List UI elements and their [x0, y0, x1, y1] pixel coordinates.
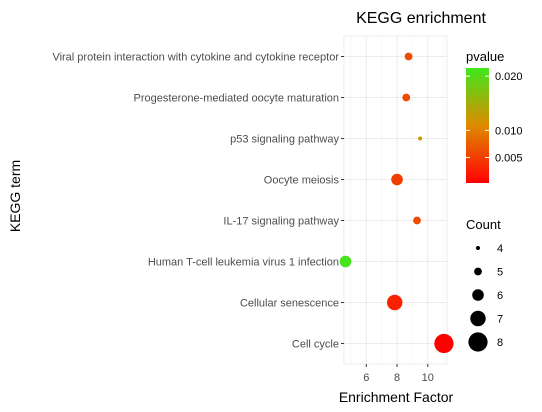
- size-legend-label: 5: [497, 267, 503, 279]
- data-point: [404, 52, 413, 61]
- size-legend-label: 6: [497, 290, 503, 302]
- chart-title: KEGG enrichment: [356, 10, 486, 27]
- plot-panel: [343, 35, 448, 365]
- data-points: [339, 52, 454, 354]
- size-legend-key: [470, 310, 486, 327]
- size-legend-key: [472, 289, 484, 301]
- size-legend-key: [476, 246, 480, 250]
- data-point: [402, 93, 411, 102]
- data-point: [387, 294, 403, 311]
- x-tick-label: 10: [422, 372, 434, 384]
- y-tick-label: IL-17 signaling pathway: [223, 216, 339, 228]
- y-tick-label: Viral protein interaction with cytokine …: [52, 52, 339, 64]
- x-tick-label: 6: [363, 372, 369, 384]
- size-legend-label: 7: [497, 314, 503, 326]
- y-tick-labels: Viral protein interaction with cytokine …: [52, 52, 344, 351]
- size-legend-label: 8: [497, 337, 503, 349]
- data-point: [339, 255, 352, 268]
- y-tick-label: Cellular senescence: [240, 298, 339, 310]
- size-legend: 4 5 6 7 8: [468, 243, 503, 352]
- size-legend-key: [474, 267, 482, 276]
- y-tick-label: p53 signaling pathway: [230, 134, 339, 146]
- x-tick-labels: 6 8 10: [363, 364, 434, 384]
- color-legend-label: 0.020: [495, 71, 523, 83]
- color-legend-title: pvalue: [466, 49, 504, 64]
- y-axis-title: KEGG term: [7, 160, 23, 232]
- color-legend-ticks: 0.020 0.010 0.005: [466, 71, 523, 165]
- y-tick-label: Oocyte meiosis: [264, 175, 340, 187]
- data-point: [391, 173, 403, 186]
- x-tick-label: 8: [394, 372, 400, 384]
- y-tick-label: Human T-cell leukemia virus 1 infection: [148, 257, 339, 269]
- color-legend-bar: [466, 68, 489, 183]
- data-point: [413, 216, 421, 225]
- color-legend-label: 0.010: [495, 125, 523, 137]
- data-point: [434, 333, 454, 354]
- size-legend-title: Count: [466, 217, 501, 232]
- size-legend-key: [468, 332, 488, 352]
- size-legend-label: 4: [497, 243, 503, 255]
- y-tick-label: Cell cycle: [292, 339, 339, 351]
- y-tick-label: Progesterone-mediated oocyte maturation: [134, 93, 339, 105]
- data-point: [418, 136, 423, 141]
- color-legend-label: 0.005: [495, 153, 523, 165]
- x-axis-title: Enrichment Factor: [339, 389, 454, 405]
